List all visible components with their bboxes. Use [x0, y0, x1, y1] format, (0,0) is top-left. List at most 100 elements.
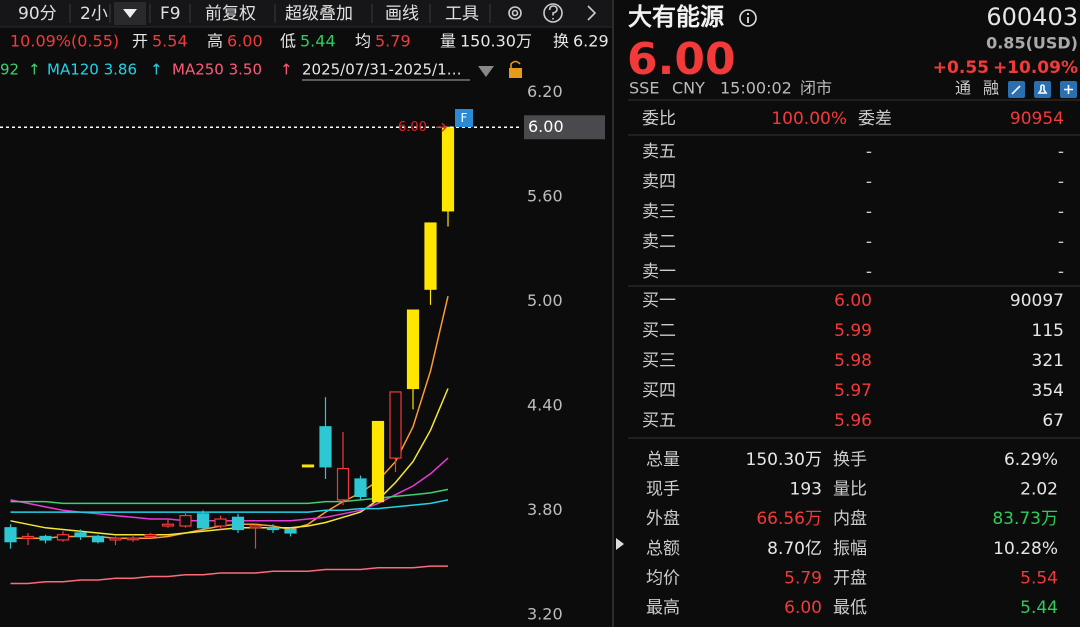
button-glyphs [1011, 84, 1073, 95]
help-icon[interactable] [543, 3, 563, 23]
candle-body [249, 525, 262, 529]
quote-value: 5.79 [375, 32, 411, 51]
y-tick-label: 4.40 [527, 395, 563, 414]
bid-price: 5.96 [834, 411, 872, 431]
stat-value: 2.02 [1020, 480, 1058, 500]
stat-value: 6.00 [784, 598, 822, 618]
ask-label: 卖四 [642, 172, 676, 192]
toolbar-icons [508, 3, 597, 23]
range-dropdown[interactable] [478, 66, 494, 77]
change-pct: +10.09% [993, 58, 1078, 78]
y-tick-label: 5.60 [527, 186, 563, 205]
quote-label: 高 [207, 32, 223, 51]
stat-label: 总额 [646, 539, 680, 559]
candle-body [56, 534, 70, 541]
stat-label: 振幅 [833, 539, 867, 559]
lock-icon[interactable] [509, 68, 522, 78]
stat-label: 现手 [646, 480, 680, 500]
candle-body [109, 537, 122, 541]
ma-legend: ↑ [28, 61, 41, 79]
y-tick-label: 3.20 [527, 604, 563, 623]
ask-price: - [866, 142, 872, 162]
order-diff-value: 90954 [1010, 109, 1064, 129]
collapse-arrow[interactable] [616, 538, 624, 550]
stock-name: 大有能源 [628, 3, 724, 31]
quote-value: 6.29 [573, 32, 609, 51]
bid-label: 买二 [642, 321, 676, 341]
ask-volume: - [1058, 232, 1064, 252]
chart-area: 10.09%(0.55) 开 5.54 高 6.00 低 5.44 均 5.79 量 150.30万… [0, 32, 609, 623]
last-price-tag: 6.00 [398, 120, 427, 135]
stat-label: 换手 [833, 450, 867, 470]
alert-btn[interactable] [1034, 81, 1051, 98]
candle-body [301, 464, 315, 468]
stat-value: 10.28% [993, 539, 1058, 559]
toolbar-item[interactable]: 2小 [80, 4, 108, 24]
candle-body [126, 537, 140, 541]
candle-body [319, 426, 332, 468]
stat-value: 5.54 [1020, 568, 1058, 588]
bid-price: 6.00 [834, 291, 872, 311]
bid-price: 5.97 [834, 381, 872, 401]
time: 15:00:02 [720, 79, 792, 98]
candle-body [284, 528, 297, 534]
toolbar-bg [0, 0, 612, 27]
y-tick-label: 5.00 [527, 291, 563, 310]
ma-legend: MA250 3.50 [172, 61, 262, 79]
order-ratio-label: 委比 [642, 109, 676, 129]
ask-label: 卖一 [642, 262, 676, 282]
bid-label: 买五 [642, 411, 676, 431]
stat-label: 开盘 [833, 568, 867, 588]
toolbar-item[interactable]: 超级叠加 [285, 4, 353, 24]
ask-volume: - [1058, 172, 1064, 192]
quote-label: 量 [440, 32, 456, 51]
bid-volume: 354 [1032, 381, 1064, 401]
candle-body [266, 527, 280, 531]
info-icon[interactable] [739, 9, 757, 27]
marker-box [455, 109, 473, 127]
currency: CNY [672, 79, 705, 98]
settings-icon[interactable] [508, 6, 522, 20]
candle-body [91, 535, 105, 543]
ask-price: - [866, 172, 872, 192]
last-price-axis-label: 6.00 [528, 117, 564, 136]
usd-price: 0.85(USD) [986, 34, 1078, 53]
toolbar-item[interactable]: 工具 [445, 4, 479, 24]
tag[interactable]: 融 [983, 79, 999, 98]
bid-volume: 67 [1042, 411, 1064, 431]
ask-label: 卖三 [642, 202, 676, 222]
status: 闭市 [800, 79, 832, 98]
date-range[interactable]: 2025/07/31-2025/1… [302, 61, 462, 79]
stat-value: 8.70亿 [767, 539, 822, 559]
candle-body [336, 467, 350, 501]
bid-price: 5.99 [834, 321, 872, 341]
candle-body [74, 532, 87, 538]
bid-volume: 115 [1032, 321, 1064, 341]
stat-value: 5.44 [1020, 598, 1058, 618]
toolbar-item[interactable]: 画线 [385, 4, 419, 24]
toolbar-item[interactable]: 90分 [18, 4, 57, 24]
quote-value: 150.30万 [460, 32, 532, 51]
ma-line [10, 499, 449, 513]
stat-value: 83.73万 [992, 509, 1058, 529]
quote-panel: 大有能源 600403 6.00 0.85(USD) +0.55 +10.09% SSE CN… [627, 3, 1080, 618]
candle-body [406, 309, 420, 390]
bid-volume: 321 [1032, 351, 1064, 371]
next-icon[interactable] [587, 5, 597, 21]
order-ratio-value: 100.00% [771, 109, 847, 129]
quote-value: 5.54 [152, 32, 188, 51]
stat-value: 193 [790, 480, 822, 500]
stat-label: 总量 [646, 450, 680, 470]
stat-label: 均价 [646, 568, 680, 588]
last-price-arrow [436, 122, 447, 132]
toolbar-item[interactable]: F9 [160, 4, 181, 24]
stat-label: 最高 [646, 598, 680, 618]
market: SSE [629, 79, 659, 98]
ma-legend: ↑ [280, 61, 293, 79]
marker-label: F [461, 111, 468, 125]
toolbar-item[interactable]: 前复权 [205, 4, 256, 24]
quote-label: 均 [355, 32, 371, 51]
bid-label: 买三 [642, 351, 676, 371]
tag[interactable]: 通 [955, 79, 971, 98]
